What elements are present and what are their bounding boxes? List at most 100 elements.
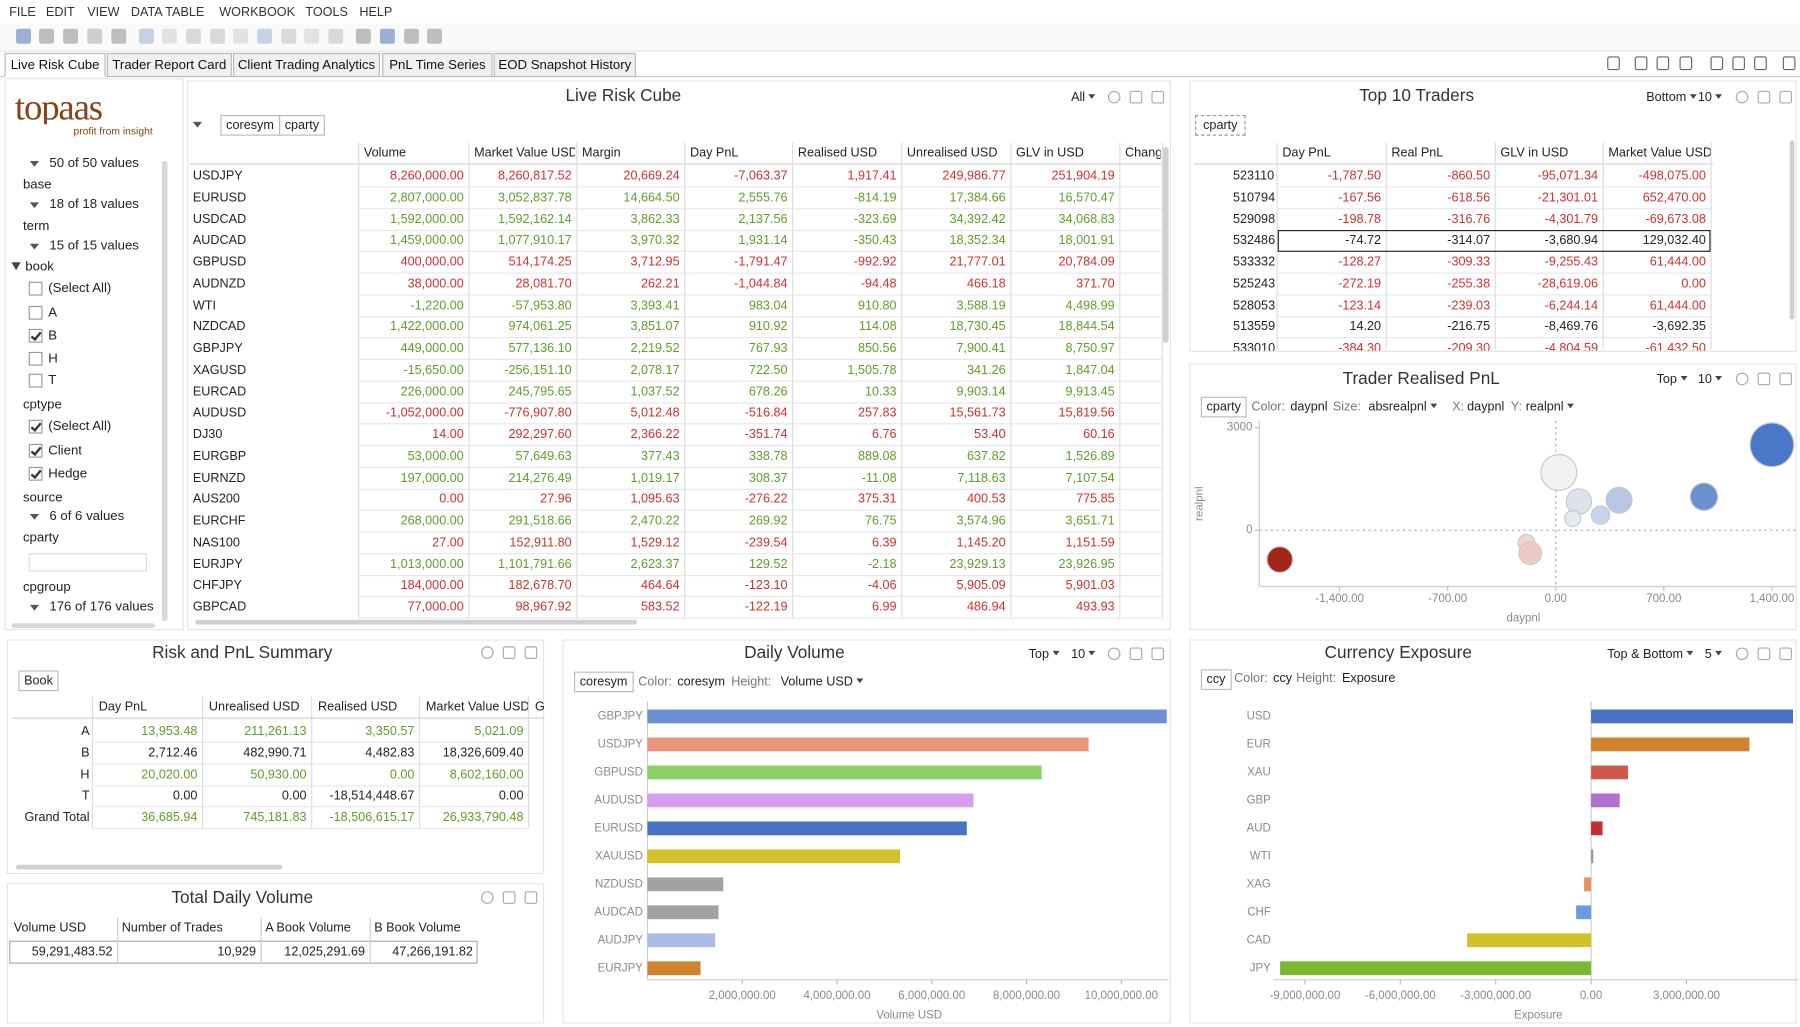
toolbar-icon[interactable]: [304, 28, 320, 44]
panel-icon[interactable]: [1779, 90, 1793, 104]
control-value[interactable]: ccy: [1273, 671, 1293, 686]
panel-icon[interactable]: [1779, 372, 1793, 386]
checkbox-label[interactable]: T: [48, 373, 57, 388]
dropdown[interactable]: Top & Bottom: [1607, 646, 1693, 662]
toolbar-icon[interactable]: [138, 28, 154, 44]
panel-icon[interactable]: [502, 891, 516, 904]
panel-icon[interactable]: [524, 646, 538, 659]
collapse-arrow[interactable]: [29, 202, 40, 212]
checkbox-label[interactable]: (Select All): [48, 419, 112, 434]
toolbar-icon[interactable]: [379, 28, 395, 44]
toolbar-icon[interactable]: [281, 28, 297, 44]
pivot-chip[interactable]: cparty: [1200, 396, 1247, 418]
dropdown[interactable]: Top: [1029, 646, 1060, 662]
checkbox-label[interactable]: H: [48, 351, 58, 366]
dropdown[interactable]: 10: [1071, 646, 1095, 662]
toolbar-icon[interactable]: [355, 28, 371, 44]
toolbar-icon[interactable]: [210, 28, 226, 44]
tab[interactable]: [4, 52, 106, 78]
panel-icon[interactable]: [1151, 647, 1165, 661]
dropdown[interactable]: Top: [1657, 371, 1688, 387]
checkbox[interactable]: [28, 466, 43, 481]
tab-label[interactable]: PnL Time Series: [389, 58, 486, 73]
panel-icon[interactable]: [1757, 90, 1771, 104]
tab[interactable]: [106, 52, 232, 78]
panel-icon[interactable]: [502, 646, 516, 659]
toolbar-icon[interactable]: [233, 28, 248, 44]
toolbar-icon[interactable]: [63, 28, 79, 44]
panel-icon[interactable]: [1779, 647, 1793, 661]
collapse-arrow[interactable]: [192, 121, 203, 132]
right-toolbar-icon[interactable]: [1754, 56, 1767, 71]
panel-icon[interactable]: [1735, 372, 1749, 386]
panel-icon[interactable]: [524, 891, 538, 904]
menu-item[interactable]: TOOLS: [305, 5, 348, 20]
right-toolbar-icon[interactable]: [1710, 56, 1724, 71]
toolbar-icon[interactable]: [16, 28, 31, 44]
toolbar-icon[interactable]: [39, 28, 54, 44]
dropdown[interactable]: 5: [1705, 646, 1722, 662]
toolbar-icon[interactable]: [87, 28, 103, 44]
right-toolbar-icon[interactable]: [1634, 56, 1648, 71]
checkbox-label[interactable]: B: [48, 328, 58, 343]
menu-item[interactable]: WORKBOOK: [219, 5, 296, 20]
filter-icon[interactable]: [11, 262, 21, 275]
right-toolbar-icon[interactable]: [1607, 56, 1620, 71]
checkbox-label[interactable]: Client: [48, 443, 82, 458]
dropdown[interactable]: All: [1071, 90, 1095, 106]
collapse-arrow[interactable]: [29, 161, 40, 171]
panel-icon[interactable]: [1757, 372, 1771, 386]
toolbar-icon[interactable]: [185, 28, 201, 44]
control-value[interactable]: Exposure: [1342, 671, 1396, 686]
checkbox-label[interactable]: A: [48, 305, 58, 320]
right-toolbar-icon[interactable]: [1656, 56, 1670, 71]
checkbox[interactable]: [28, 443, 43, 458]
right-toolbar-icon[interactable]: [1732, 56, 1745, 71]
panel-icon[interactable]: [1129, 90, 1143, 104]
control-value[interactable]: absrealpnl: [1368, 399, 1437, 415]
pivot-chip[interactable]: coresym: [220, 115, 280, 136]
menu-item[interactable]: FILE: [9, 5, 36, 20]
checkbox[interactable]: [28, 305, 43, 320]
pivot-chip[interactable]: cparty: [1195, 115, 1246, 136]
cparty-search-input[interactable]: [28, 553, 147, 572]
toolbar-icon[interactable]: [111, 28, 127, 44]
pivot-chip[interactable]: cparty: [278, 115, 325, 136]
panel-icon[interactable]: [1151, 90, 1165, 104]
collapse-arrow[interactable]: [29, 604, 40, 615]
tab-label[interactable]: Live Risk Cube: [10, 58, 100, 73]
pivot-chip[interactable]: coresym: [574, 671, 634, 693]
tab[interactable]: [382, 52, 493, 78]
right-toolbar-icon[interactable]: [1782, 56, 1796, 71]
checkbox[interactable]: [28, 281, 43, 296]
control-value[interactable]: Volume USD: [781, 674, 864, 690]
toolbar-icon[interactable]: [161, 28, 177, 44]
dropdown[interactable]: Bottom: [1646, 90, 1696, 106]
control-value[interactable]: daypnl: [1467, 400, 1505, 414]
control-value[interactable]: daypnl: [1290, 400, 1328, 414]
toolbar-icon[interactable]: [328, 28, 344, 44]
collapse-arrow[interactable]: [29, 243, 40, 254]
pivot-chip[interactable]: ccy: [1200, 669, 1232, 690]
control-value[interactable]: realpnl: [1526, 399, 1574, 415]
checkbox[interactable]: [28, 351, 43, 366]
tab-label[interactable]: EOD Snapshot History: [498, 58, 632, 73]
tab-label[interactable]: Trader Report Card: [112, 58, 227, 73]
dropdown[interactable]: 10: [1698, 90, 1722, 106]
checkbox-label[interactable]: Hedge: [48, 466, 88, 481]
panel-icon[interactable]: [1735, 90, 1749, 104]
tab[interactable]: [233, 52, 380, 78]
checkbox[interactable]: [28, 373, 43, 388]
checkbox-label[interactable]: (Select All): [48, 281, 112, 296]
menu-item[interactable]: VIEW: [87, 5, 120, 20]
tab[interactable]: [493, 52, 636, 78]
menu-item[interactable]: EDIT: [45, 5, 75, 20]
panel-icon[interactable]: [1757, 647, 1771, 661]
right-toolbar-icon[interactable]: [1679, 56, 1693, 71]
control-value[interactable]: coresym: [677, 675, 726, 689]
collapse-arrow[interactable]: [29, 514, 40, 524]
toolbar-icon[interactable]: [427, 28, 442, 44]
tab-label[interactable]: Client Trading Analytics: [237, 58, 376, 73]
panel-icon[interactable]: [481, 891, 494, 904]
panel-icon[interactable]: [1129, 647, 1143, 661]
